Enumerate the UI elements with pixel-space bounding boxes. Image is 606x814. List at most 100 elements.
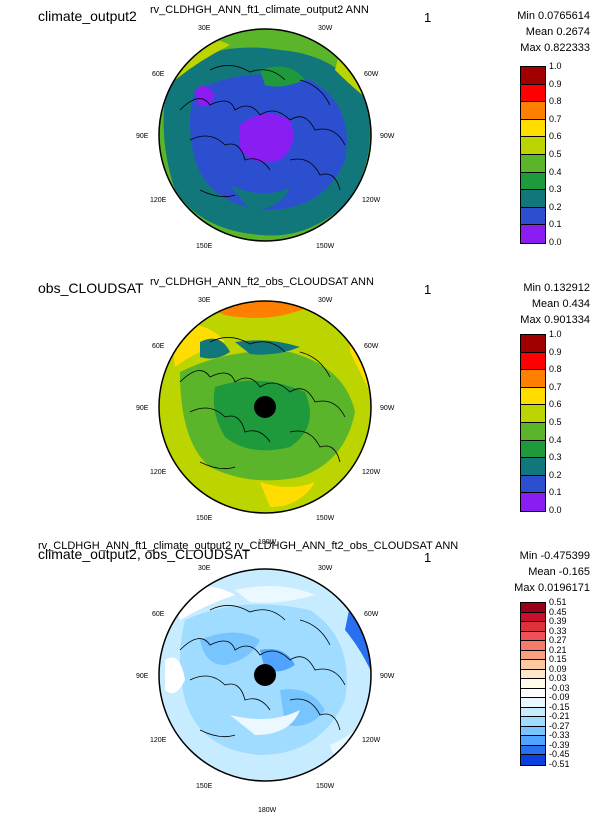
lon-label-120w: 120W: [362, 197, 381, 204]
colorbar-tick-label: 0.9: [549, 78, 562, 89]
colorbar-swatch: [521, 612, 545, 622]
panel-observation: obs_CLOUDSAT rv_CLDHGH_ANN_ft2_obs_CLOUD…: [0, 272, 606, 546]
lon-label-150e: 150E: [196, 515, 213, 522]
colorbar-tick-label: 1.0: [549, 61, 562, 71]
colorbar-swatch: [521, 650, 545, 660]
lon-label-30e: 30E: [198, 565, 211, 572]
map-border: [158, 300, 372, 514]
stat-max: Max 0.822333: [520, 42, 590, 54]
colorbar-swatch: [521, 717, 545, 727]
stat-mean: Mean 0.2674: [525, 26, 590, 38]
colorbar-tick-label: 0.09: [549, 663, 567, 674]
colorbar-swatch: [521, 736, 545, 746]
stat-max: Max 0.901334: [520, 314, 590, 326]
lon-label-30e: 30E: [198, 297, 211, 304]
panel-index: 1: [424, 550, 432, 565]
colorbar-swatch: [521, 370, 545, 388]
lon-label-120e: 120E: [150, 469, 167, 476]
lon-label-120w: 120W: [362, 469, 381, 476]
panel-difference: climate_output2, obs_CLOUDSAT rv_CLDHGH_…: [0, 540, 606, 814]
colorbar-swatch: [521, 493, 545, 511]
lon-label-90e: 90E: [136, 133, 149, 140]
colorbar-swatches: [520, 334, 546, 512]
colorbar-tick-label: 0.45: [549, 606, 567, 617]
colorbar: 1.0 0.9 0.8 0.7 0.6 0.5 0.4 0.3 0.2 0.1 0.0: [520, 61, 562, 247]
colorbar-tick-label: -0.33: [549, 730, 570, 740]
cloud-field: [159, 29, 371, 241]
panel-model: climate_output2 rv_CLDHGH_ANN_ft1_climat…: [0, 0, 606, 270]
colorbar: 0.51 0.45 0.39 0.33 0.27 0.21 0.15 0.09 0.03 -0.0…: [520, 597, 570, 769]
colorbar-tick-label: -0.03: [549, 682, 570, 693]
lon-label-90w: 90W: [380, 133, 395, 140]
colorbar-swatch: [521, 102, 545, 120]
colorbar-tick-label: 0.0: [549, 237, 562, 247]
colorbar-tick-label: 0.5: [549, 149, 562, 159]
colorbar-tick-label: -0.51: [549, 758, 570, 769]
colorbar-tick-label: 0.7: [549, 113, 562, 124]
map-border: [158, 568, 372, 782]
colorbar-swatch: [521, 660, 545, 670]
colorbar-tick-label: 0.2: [549, 201, 562, 212]
lon-label-150w: 150W: [316, 243, 335, 250]
colorbar-tick-label: 1.0: [549, 329, 562, 339]
panel-index: 1: [424, 282, 432, 297]
polar-map: 30E 30W 60E 60W 90E 90W 120E 120W 150E 1…: [136, 550, 395, 814]
colorbar-swatch: [521, 631, 545, 641]
colorbar-tick-label: 0.1: [549, 219, 562, 230]
colorbar-swatch: [521, 190, 545, 208]
colorbar-swatch: [521, 688, 545, 698]
colorbar-swatch: [521, 352, 545, 371]
colorbar-tick-label: 0.27: [549, 635, 567, 645]
stats-box: Min -0.475399 Mean -0.165 Max 0.0196171: [478, 548, 590, 596]
lon-label-60w: 60W: [364, 343, 379, 350]
panel-title: rv_CLDHGH_ANN_ft1_climate_output2 ANN: [150, 4, 369, 16]
colorbar-tick-label: 0.6: [549, 399, 562, 410]
colorbar-tick-label: 0.1: [549, 487, 562, 498]
case-label: climate_output2, obs_CLOUDSAT: [38, 546, 251, 562]
colorbar-swatch: [521, 207, 545, 226]
colorbar-tick-label: 0.3: [549, 452, 562, 463]
panel-title: rv_CLDHGH_ANN_ft2_obs_CLOUDSAT ANN: [150, 276, 374, 288]
stat-mean: Mean -0.165: [528, 566, 590, 578]
colorbar-swatch: [521, 745, 545, 755]
colorbar-swatch: [521, 405, 545, 423]
colorbar-tick-label: 0.3: [549, 184, 562, 195]
stats-box: Min 0.132912 Mean 0.434 Max 0.901334: [478, 280, 590, 328]
lon-label-30w: 30W: [318, 25, 333, 32]
lon-label-30w: 30W: [318, 297, 333, 304]
stat-min: Min -0.475399: [519, 550, 590, 562]
colorbar-swatch: [521, 387, 545, 406]
stat-min: Min 0.0765614: [517, 10, 590, 22]
colorbar-tick-label: 0.6: [549, 131, 562, 142]
missing-data-pole: [254, 664, 276, 686]
missing-data-pole: [254, 396, 276, 418]
case-label: obs_CLOUDSAT: [38, 280, 144, 296]
colorbar-tick-label: -0.27: [549, 720, 570, 731]
stat-mean: Mean 0.434: [531, 298, 590, 310]
lon-label-60w: 60W: [364, 611, 379, 618]
colorbar-swatch: [521, 669, 545, 679]
lon-label-120w: 120W: [362, 737, 381, 744]
colorbar-tick-label: 0.7: [549, 381, 562, 392]
colorbar-tick-label: 0.39: [549, 616, 567, 626]
colorbar-swatch: [521, 726, 545, 736]
lon-label-60e: 60E: [152, 611, 165, 618]
lon-label-150w: 150W: [316, 515, 335, 522]
lon-label-30w: 30W: [318, 565, 333, 572]
stat-max: Max 0.0196171: [514, 582, 590, 594]
colorbar-swatch: [521, 172, 545, 191]
colorbar-swatches: [520, 602, 546, 766]
colorbar-tick-label: 0.9: [549, 346, 562, 357]
colorbar-swatch: [521, 603, 545, 613]
map-border: [158, 28, 372, 242]
colorbar-swatch: [521, 475, 545, 494]
colorbar-tick-label: -0.15: [549, 701, 570, 712]
lon-label-90w: 90W: [380, 405, 395, 412]
cloud-field: [159, 301, 371, 513]
colorbar-tick-label: 0.4: [549, 166, 562, 177]
stats-box: Min 0.0765614 Mean 0.2674 Max 0.822333: [478, 8, 590, 56]
colorbar-tick-label: 0.21: [549, 644, 567, 655]
colorbar-swatch: [521, 641, 545, 651]
colorbar-tick-label: 0.8: [549, 96, 562, 107]
lon-label-90e: 90E: [136, 405, 149, 412]
